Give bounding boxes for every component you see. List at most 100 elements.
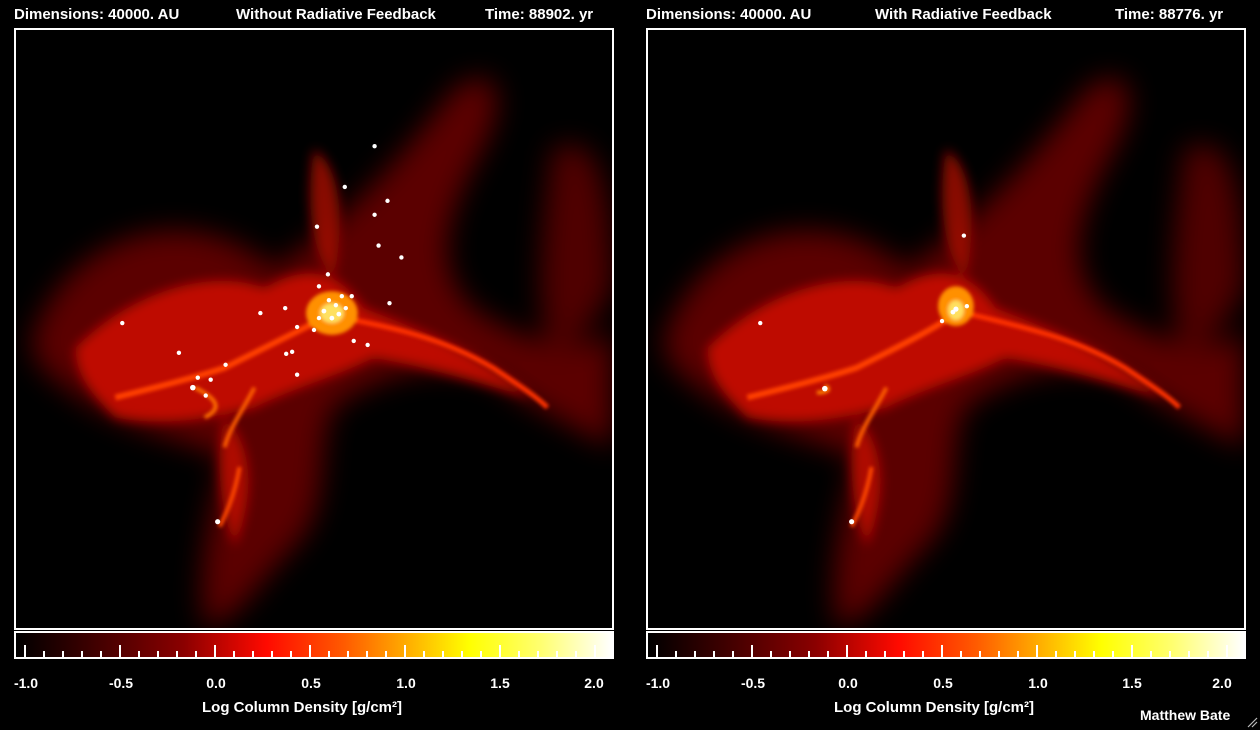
- colorbar-tick: [1036, 645, 1038, 657]
- time-label: Time: 88902. yr: [485, 6, 594, 23]
- density-map: [14, 28, 614, 630]
- colorbar-tick: [442, 651, 444, 657]
- colorbar-tick: [575, 651, 577, 657]
- colorbar-tick-label: 1.5: [490, 675, 510, 691]
- colorbar-tick: [347, 651, 349, 657]
- colorbar-axis-label: Log Column Density [g/cm²]: [834, 699, 1034, 716]
- time-label: Time: 88776. yr: [1115, 6, 1224, 23]
- colorbar-tick: [808, 651, 810, 657]
- colorbar-tick-label: 1.5: [1122, 675, 1142, 691]
- density-map-image: [32, 78, 612, 627]
- colorbar-tick: [271, 651, 273, 657]
- colorbar-tick: [922, 651, 924, 657]
- colorbar-tick-label: 2.0: [584, 675, 604, 691]
- colorbar-tick: [100, 651, 102, 657]
- colorbar-tick: [694, 651, 696, 657]
- colorbar-tick: [1093, 651, 1095, 657]
- dimensions-label: Dimensions: 40000. AU: [646, 6, 812, 23]
- gas-cloud: [664, 77, 1244, 627]
- colorbar-tick: [233, 651, 235, 657]
- colorbar-tick: [423, 651, 425, 657]
- colorbar-tick: [119, 645, 121, 657]
- colorbar-axis-label: Log Column Density [g/cm²]: [202, 699, 402, 716]
- gas-cloud: [32, 78, 612, 627]
- colorbar-tick: [309, 645, 311, 657]
- colorbar-tick-label: 0.5: [933, 675, 953, 691]
- colorbar-tick: [713, 651, 715, 657]
- colorbar-tick: [732, 651, 734, 657]
- colorbar-tick: [461, 651, 463, 657]
- colorbar-tick: [1207, 651, 1209, 657]
- author-credit: Matthew Bate: [1140, 707, 1231, 723]
- colorbar-tick: [979, 651, 981, 657]
- colorbar-tick: [157, 651, 159, 657]
- colorbar-tick: [138, 651, 140, 657]
- colorbar-tick: [81, 651, 83, 657]
- colorbar-tick-label: 2.0: [1212, 675, 1232, 691]
- colorbar-tick: [214, 645, 216, 657]
- colorbar-tick: [537, 651, 539, 657]
- colorbar-tick: [884, 651, 886, 657]
- colorbar-tick: [960, 651, 962, 657]
- colorbar-tick: [195, 651, 197, 657]
- protostar-points: [758, 233, 970, 525]
- colorbar-tick: [62, 651, 64, 657]
- colorbar-tick: [789, 651, 791, 657]
- colorbar-tick: [290, 651, 292, 657]
- colorbar-tick: [1226, 645, 1228, 657]
- colorbar-tick: [865, 651, 867, 657]
- colorbar-tick: [675, 651, 677, 657]
- colorbar-tick: [556, 651, 558, 657]
- colorbar-tick: [998, 651, 1000, 657]
- colorbar-tick: [1055, 651, 1057, 657]
- colorbar-tick-label: 1.0: [396, 675, 416, 691]
- colorbar-tick: [751, 645, 753, 657]
- colorbar-tick-label: 0.5: [301, 675, 321, 691]
- dimensions-label: Dimensions: 40000. AU: [14, 6, 180, 23]
- colorbar-tick: [1188, 651, 1190, 657]
- colorbar-tick: [903, 651, 905, 657]
- colorbar: [14, 631, 614, 659]
- colorbar-tick: [1112, 651, 1114, 657]
- colorbar-tick: [385, 651, 387, 657]
- colorbar-tick: [770, 651, 772, 657]
- colorbar-tick: [176, 651, 178, 657]
- colorbar-tick: [252, 651, 254, 657]
- colorbar-tick: [328, 651, 330, 657]
- colorbar-tick: [1150, 651, 1152, 657]
- colorbar-ticks: [16, 633, 612, 657]
- colorbar-ticks: [648, 633, 1244, 657]
- resize-grip-icon[interactable]: [1246, 716, 1258, 728]
- panel-title: Without Radiative Feedback: [236, 6, 436, 23]
- colorbar-tick: [656, 645, 658, 657]
- colorbar-tick: [594, 645, 596, 657]
- colorbar-tick-label: -1.0: [13, 675, 39, 691]
- colorbar-tick: [499, 645, 501, 657]
- colorbar-tick: [366, 651, 368, 657]
- colorbar-tick-label: -0.5: [740, 675, 766, 691]
- colorbar-tick-label: -0.5: [108, 675, 134, 691]
- colorbar-tick: [24, 645, 26, 657]
- panel-with-feedback: Dimensions: 40000. AU With Radiative Fee…: [632, 0, 1247, 730]
- colorbar-tick: [43, 651, 45, 657]
- colorbar-tick-label: 0.0: [838, 675, 858, 691]
- colorbar-tick: [518, 651, 520, 657]
- colorbar-tick-label: 0.0: [206, 675, 226, 691]
- colorbar-tick-label: -1.0: [645, 675, 671, 691]
- colorbar-tick: [1017, 651, 1019, 657]
- colorbar-tick: [404, 645, 406, 657]
- colorbar-tick: [1131, 645, 1133, 657]
- colorbar-tick: [827, 651, 829, 657]
- colorbar-tick-label: 1.0: [1028, 675, 1048, 691]
- density-map: [646, 28, 1246, 630]
- density-map-image: [664, 77, 1244, 627]
- colorbar: [646, 631, 1246, 659]
- protostar-points: [120, 144, 404, 525]
- colorbar-tick: [1074, 651, 1076, 657]
- panel-title: With Radiative Feedback: [875, 6, 1052, 23]
- colorbar-tick: [846, 645, 848, 657]
- colorbar-tick: [480, 651, 482, 657]
- colorbar-tick: [941, 645, 943, 657]
- colorbar-tick: [1169, 651, 1171, 657]
- panel-without-feedback: Dimensions: 40000. AU Without Radiative …: [0, 0, 615, 730]
